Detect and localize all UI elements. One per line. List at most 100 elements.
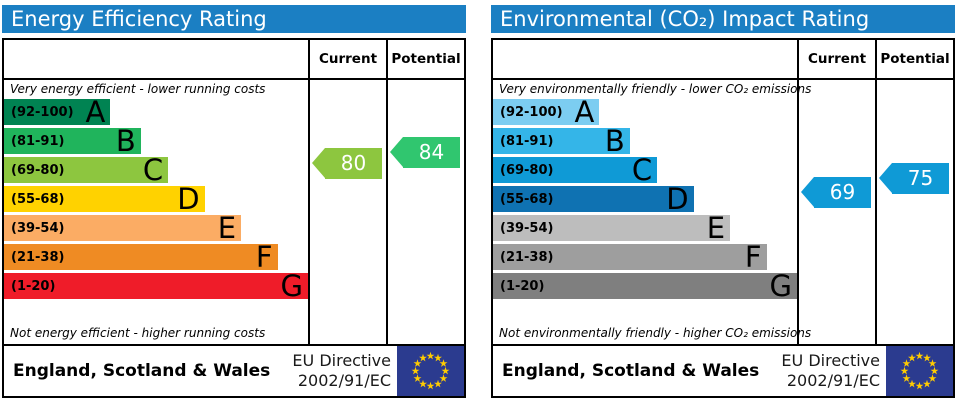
- region-label: England, Scotland & Wales: [13, 361, 271, 381]
- top-caption: Very energy efficient - lower running co…: [10, 82, 266, 96]
- arrow-tip: [879, 163, 892, 193]
- eu-directive-text: EU Directive 2002/91/EC: [292, 351, 391, 390]
- eu-flag-icon: [397, 346, 464, 396]
- band-range-label: (1-20): [11, 278, 56, 294]
- band-row-b: (81-91) B: [4, 127, 308, 156]
- current-rating-arrow: 80: [312, 148, 382, 179]
- band-range-label: (92-100): [500, 104, 563, 120]
- potential-column-header: Potential: [386, 40, 464, 78]
- band-range-label: (55-68): [500, 191, 554, 207]
- band-row-a: (92-100) A: [493, 95, 797, 129]
- arrow-tip: [801, 177, 814, 207]
- rating-table: Current Potential Very energy efficient …: [2, 38, 466, 346]
- current-rating-value: 69: [814, 177, 871, 208]
- current-column-header: Current: [308, 40, 386, 78]
- bands-column: Very environmentally friendly - lower CO…: [493, 80, 812, 344]
- band-bar: (55-68) D: [4, 182, 205, 216]
- band-row-a: (92-100) A: [4, 95, 308, 129]
- band-bar: (21-38) F: [4, 243, 278, 272]
- environmental-impact-panel: Environmental (CO₂) Impact Rating Curren…: [491, 5, 955, 398]
- band-range-label: (1-20): [500, 278, 545, 294]
- band-letter-label: G: [280, 269, 303, 303]
- band-row-e: (39-54) E: [4, 211, 308, 245]
- potential-value-column: 84: [386, 80, 464, 344]
- band-letter-label: C: [142, 153, 164, 187]
- band-row-f: (21-38) F: [4, 243, 308, 272]
- band-letter-label: C: [631, 153, 653, 187]
- bottom-caption: Not environmentally friendly - higher CO…: [499, 326, 812, 340]
- band-range-label: (21-38): [11, 249, 65, 265]
- band-bar: (1-20) G: [4, 269, 308, 303]
- band-bar: (69-80) C: [493, 153, 658, 187]
- table-header-row: Current Potential: [493, 40, 953, 80]
- band-letter-label: E: [217, 211, 237, 245]
- band-row-g: (1-20) G: [4, 269, 308, 303]
- band-letter-label: E: [706, 211, 726, 245]
- band-letter-label: D: [666, 182, 689, 216]
- table-header-row: Current Potential: [4, 40, 464, 80]
- band-bar: (69-80) C: [4, 153, 169, 187]
- band-row-b: (81-91) B: [493, 124, 797, 158]
- panel-title: Energy Efficiency Rating: [2, 5, 466, 33]
- rating-table: Current Potential Very environmentally f…: [491, 38, 955, 346]
- band-row-e: (39-54) E: [493, 211, 797, 245]
- current-column-header: Current: [797, 40, 875, 78]
- band-bar: (81-91) B: [4, 127, 141, 156]
- band-letter-label: A: [574, 95, 595, 129]
- band-range-label: (92-100): [11, 104, 74, 120]
- band-letter-label: A: [85, 95, 106, 129]
- band-row-f: (21-38) F: [493, 240, 797, 274]
- potential-value-column: 75: [875, 80, 953, 344]
- band-row-c: (69-80) C: [4, 153, 308, 187]
- band-letter-label: F: [744, 240, 762, 274]
- bands-column: Very energy efficient - lower running co…: [4, 80, 308, 344]
- potential-rating-arrow: 84: [390, 137, 460, 168]
- header-spacer: [4, 40, 308, 78]
- band-bar: (1-20) G: [493, 272, 797, 301]
- band-row-g: (1-20) G: [493, 272, 797, 301]
- band-letter-label: B: [604, 124, 625, 158]
- arrow-tip: [390, 137, 403, 167]
- band-range-label: (39-54): [11, 220, 65, 236]
- current-rating-value: 80: [325, 148, 382, 179]
- eu-directive-text: EU Directive 2002/91/EC: [781, 351, 880, 390]
- footer: England, Scotland & Wales EU Directive 2…: [491, 344, 955, 398]
- band-range-label: (55-68): [11, 191, 65, 207]
- potential-rating-value: 84: [403, 137, 460, 168]
- band-letter-label: D: [177, 182, 200, 216]
- eu-flag-icon: [886, 346, 953, 396]
- flex-spacer: [4, 302, 308, 326]
- current-value-column: 80: [308, 80, 386, 344]
- band-bar: (55-68) D: [493, 182, 694, 216]
- band-range-label: (69-80): [11, 162, 65, 178]
- table-body: Very environmentally friendly - lower CO…: [493, 80, 953, 344]
- band-range-label: (81-91): [500, 133, 554, 149]
- header-spacer: [493, 40, 797, 78]
- current-value-column: 69: [797, 80, 875, 344]
- band-bar: (92-100) A: [493, 95, 600, 129]
- band-bar: (39-54) E: [493, 211, 731, 245]
- potential-rating-value: 75: [892, 163, 949, 194]
- band-bar: (92-100) A: [4, 95, 111, 129]
- top-caption: Very environmentally friendly - lower CO…: [499, 82, 812, 96]
- flex-spacer: [493, 302, 797, 326]
- footer: England, Scotland & Wales EU Directive 2…: [2, 344, 466, 398]
- band-bar: (81-91) B: [493, 124, 630, 158]
- band-bar: (39-54) E: [4, 211, 242, 245]
- eu-directive-line1: EU Directive: [781, 351, 880, 371]
- panel-title: Environmental (CO₂) Impact Rating: [491, 5, 955, 33]
- eu-directive-line2: 2002/91/EC: [297, 371, 391, 390]
- band-range-label: (69-80): [500, 162, 554, 178]
- eu-directive-line1: EU Directive: [292, 351, 391, 371]
- bottom-caption: Not energy efficient - higher running co…: [10, 326, 266, 340]
- potential-column-header: Potential: [875, 40, 953, 78]
- band-row-d: (55-68) D: [4, 182, 308, 216]
- region-label: England, Scotland & Wales: [502, 361, 760, 381]
- band-row-c: (69-80) C: [493, 153, 797, 187]
- table-body: Very energy efficient - lower running co…: [4, 80, 464, 344]
- band-range-label: (21-38): [500, 249, 554, 265]
- band-range-label: (39-54): [500, 220, 554, 236]
- potential-rating-arrow: 75: [879, 163, 949, 194]
- band-row-d: (55-68) D: [493, 182, 797, 216]
- energy-efficiency-panel: Energy Efficiency Rating Current Potenti…: [2, 5, 466, 398]
